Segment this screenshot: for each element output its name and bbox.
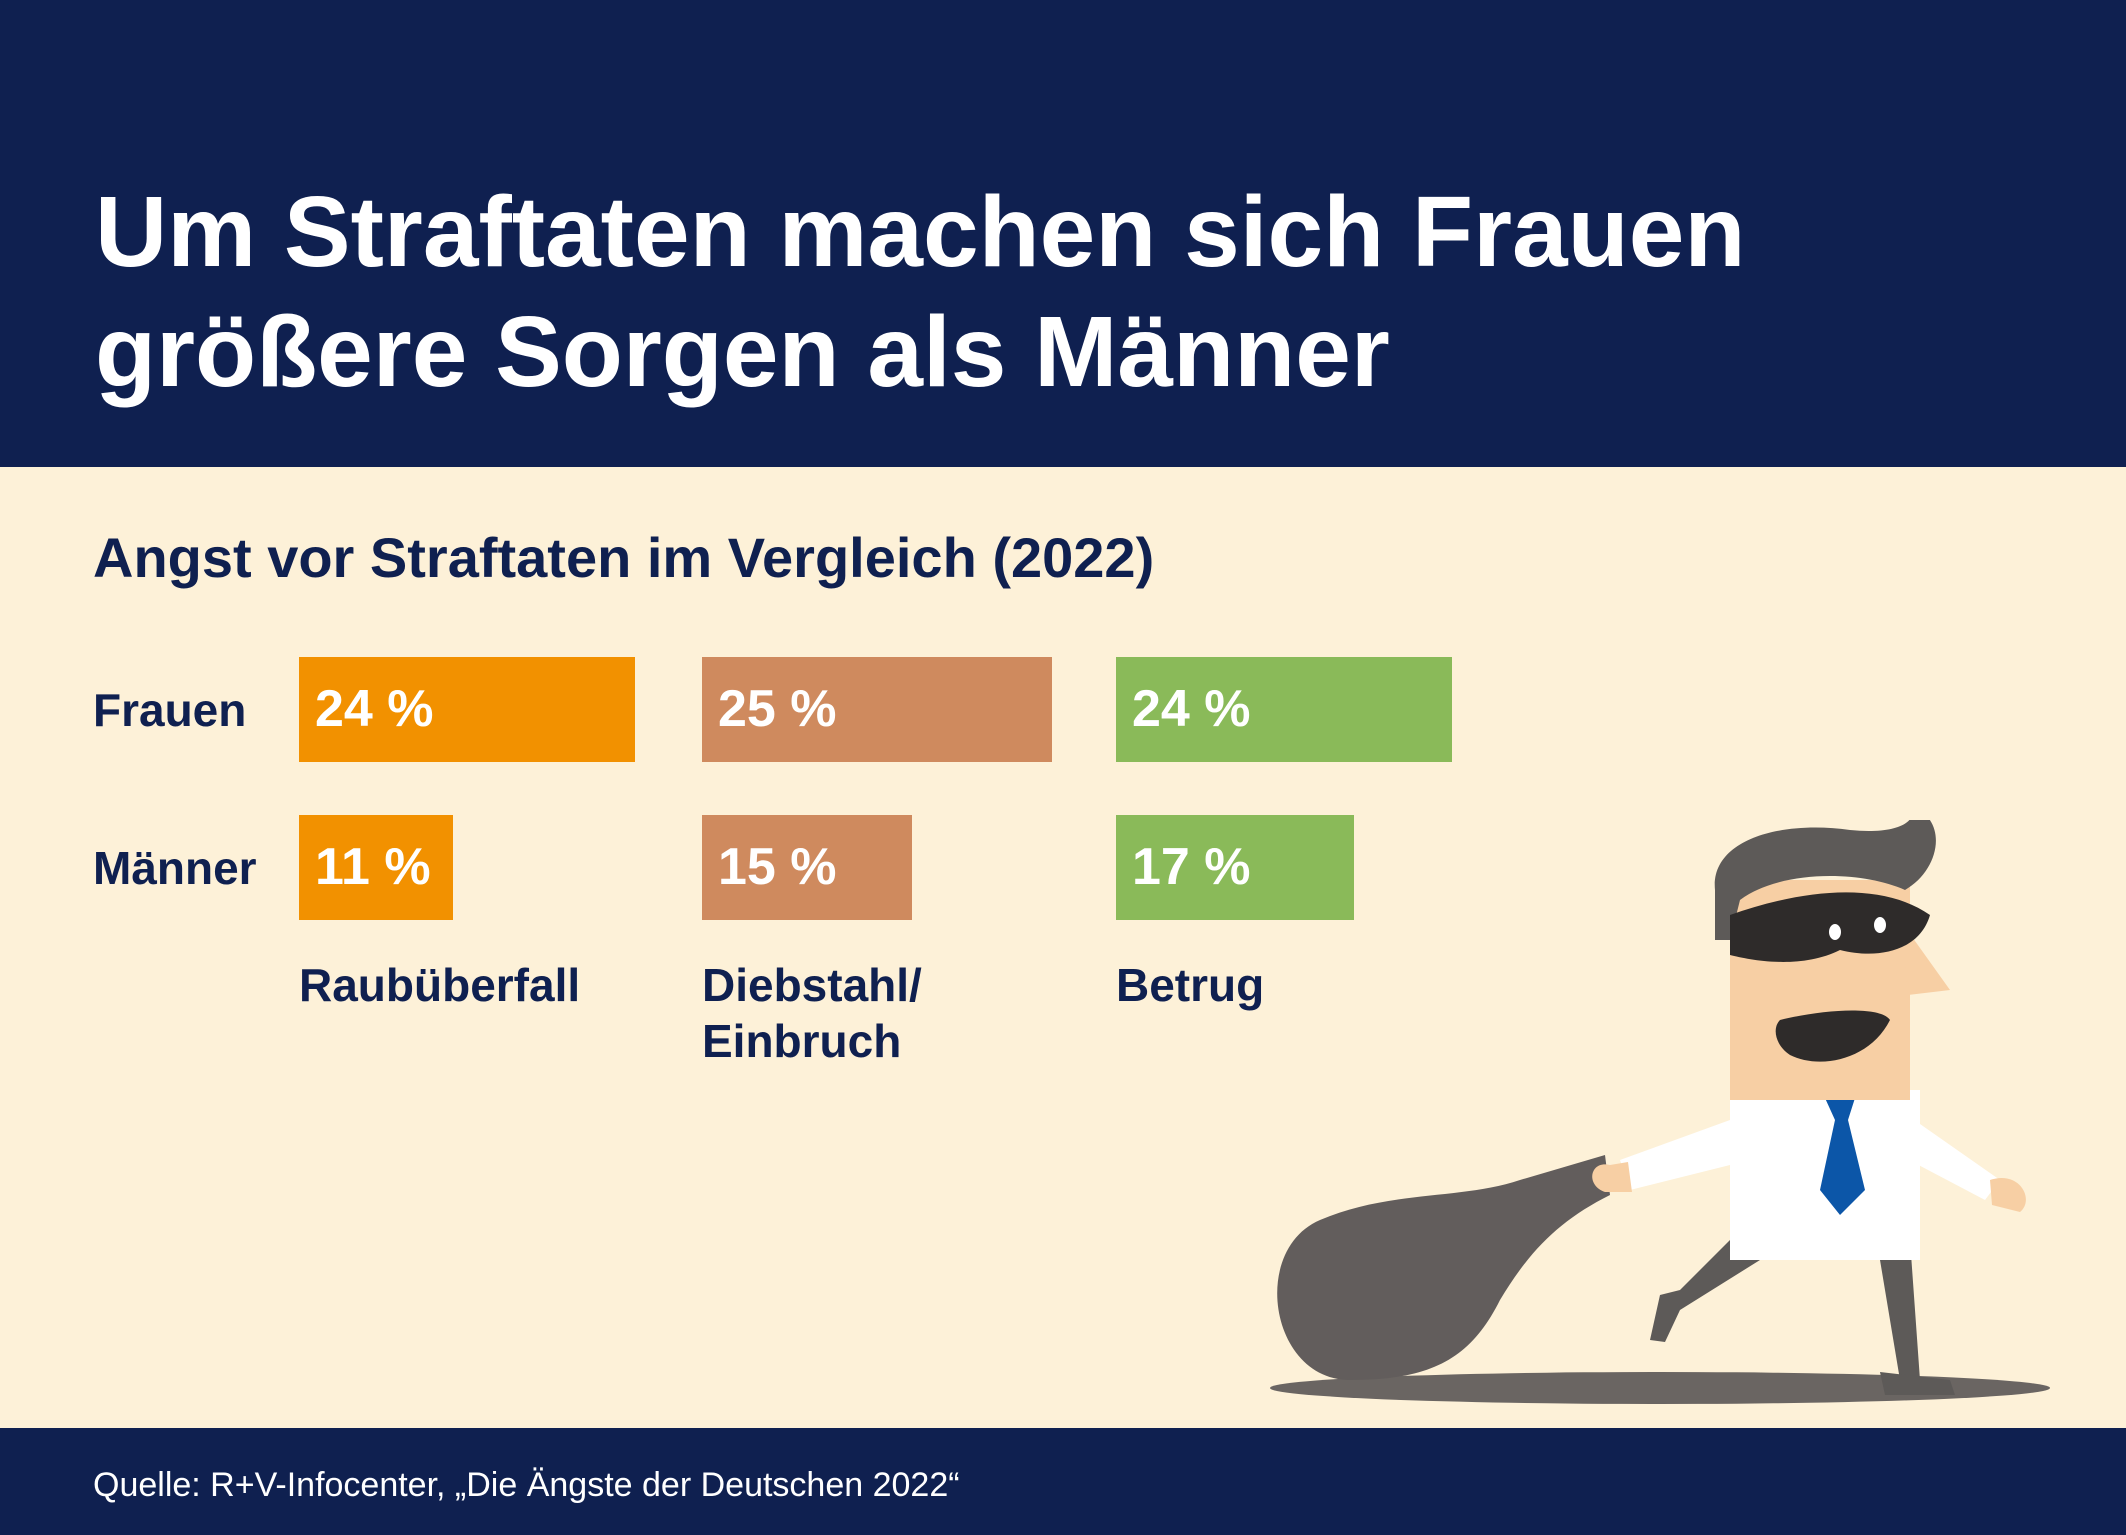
shoe — [1880, 1372, 1955, 1395]
bar-value-label: 17 % — [1132, 838, 1251, 896]
hair — [1714, 820, 1936, 940]
bar-frauen-2: 24 % — [1116, 657, 1452, 762]
bar-value-label: 24 % — [1132, 680, 1251, 738]
header-banner — [0, 0, 2126, 467]
front-hand — [1990, 1177, 2026, 1212]
page-title: Um Straftaten machen sich Frauen größere… — [95, 176, 1746, 408]
front-arm — [1890, 1110, 2000, 1200]
back-leg — [1650, 1240, 1760, 1342]
bar-frauen-1: 25 % — [702, 657, 1052, 762]
tie — [1820, 1098, 1865, 1215]
back-hand — [1592, 1162, 1632, 1192]
bar-männer-1: 15 % — [702, 815, 912, 920]
category-label-0: Raubüberfall — [299, 959, 581, 1011]
eye-left — [1829, 924, 1841, 940]
chart-subtitle: Angst vor Straftaten im Vergleich (2022) — [93, 526, 1155, 589]
ground-shadow — [1270, 1372, 2050, 1404]
bar-value-label: 15 % — [718, 838, 837, 896]
mask — [1730, 892, 1930, 962]
mouth — [1775, 1010, 1890, 1062]
bar-männer-2: 17 % — [1116, 815, 1354, 920]
back-arm — [1620, 1120, 1730, 1190]
eye-right — [1874, 917, 1886, 933]
sack — [1277, 1155, 1610, 1380]
thief-with-sack-icon — [1270, 820, 2050, 1404]
category-label-2: Betrug — [1116, 959, 1265, 1011]
source-note: Quelle: R+V-Infocenter, „Die Ängste der … — [93, 1466, 960, 1504]
row-label-0: Frauen — [93, 683, 247, 736]
footer-bar — [0, 1428, 2126, 1535]
row-label-1: Männer — [93, 841, 257, 894]
bar-männer-0: 11 % — [299, 815, 453, 920]
bar-value-label: 24 % — [315, 680, 434, 738]
bar-frauen-0: 24 % — [299, 657, 635, 762]
category-label-1: Diebstahl/ Einbruch — [702, 959, 922, 1067]
bar-value-label: 25 % — [718, 680, 837, 738]
bar-value-label: 11 % — [315, 838, 431, 896]
